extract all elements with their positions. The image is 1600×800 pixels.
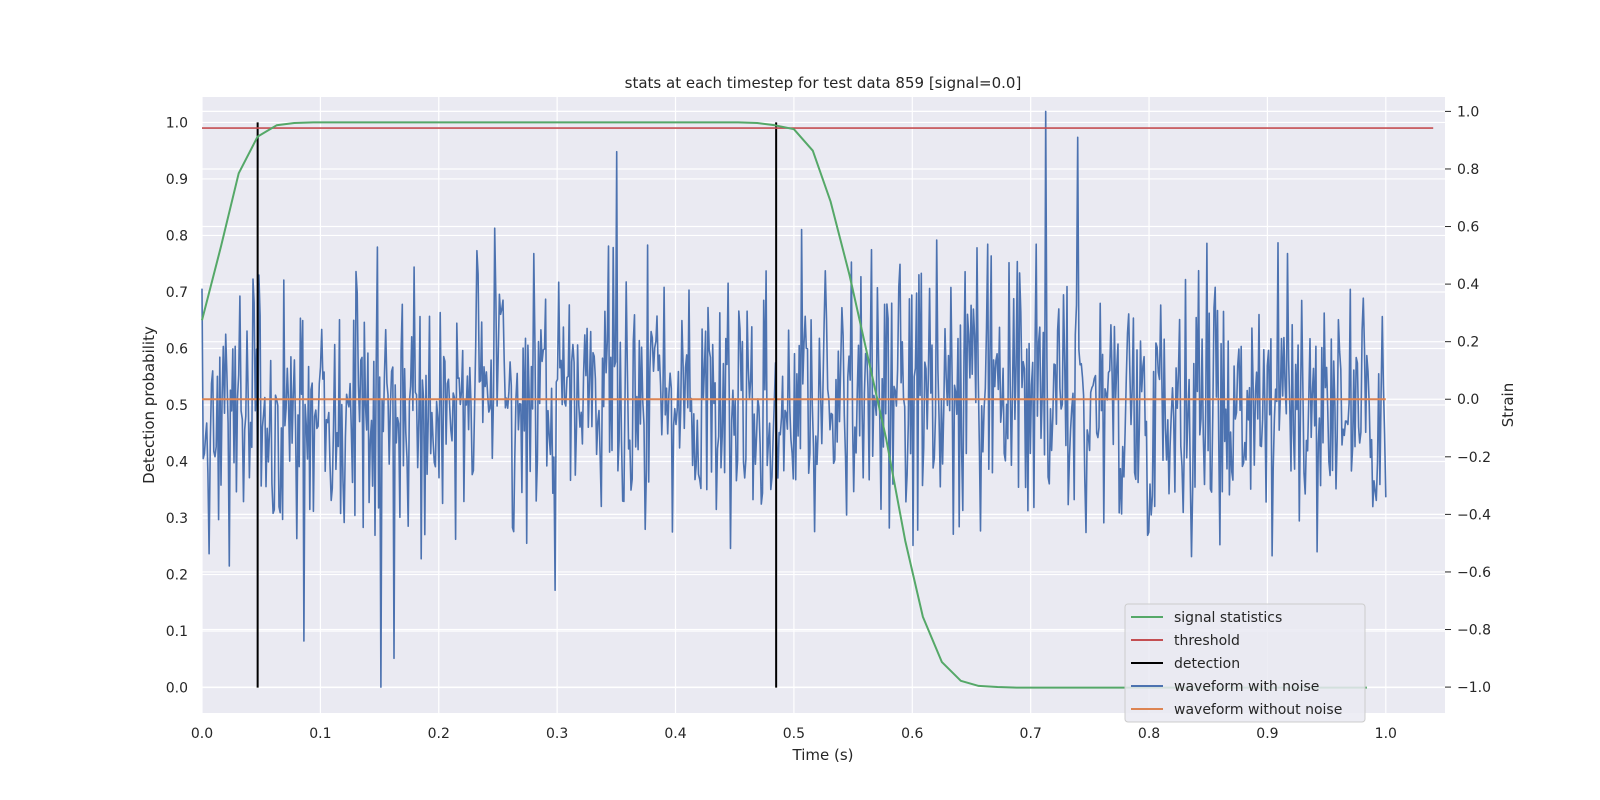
x-axis: 0.0 0.1 0.2 0.3 0.4 0.5 0.6 0.7 0.8 0.9 1.0 bbox=[191, 726, 1397, 742]
legend: signal statistics threshold detection wa… bbox=[1124, 603, 1366, 723]
y-right-tick-label: −1.0 bbox=[1457, 680, 1491, 696]
y-right-tick-label: 1.0 bbox=[1457, 104, 1479, 120]
y-tick-label: 0.9 bbox=[166, 172, 188, 188]
chart-title: stats at each timestep for test data 859… bbox=[625, 74, 1022, 92]
x-tick-label: 0.7 bbox=[1020, 726, 1042, 742]
series-layer bbox=[201, 110, 1434, 689]
y-tick-label: 0.5 bbox=[166, 398, 188, 414]
y-tick-label: 0.0 bbox=[166, 681, 188, 697]
y-right-tick-label: 0.0 bbox=[1457, 392, 1479, 408]
legend-label-threshold: threshold bbox=[1174, 633, 1240, 649]
legend-box bbox=[1124, 603, 1366, 723]
y-right-tick-label: 0.4 bbox=[1457, 277, 1479, 293]
x-tick-label: 0.3 bbox=[546, 726, 568, 742]
y-tick-label: 0.2 bbox=[166, 568, 188, 584]
y-right-tick-label: −0.2 bbox=[1457, 450, 1491, 466]
y-right-tick-label: 0.8 bbox=[1457, 162, 1479, 178]
x-tick-label: 0.9 bbox=[1256, 726, 1278, 742]
y-tick-label: 0.3 bbox=[166, 511, 188, 527]
x-tick-label: 0.6 bbox=[901, 726, 923, 742]
y-axis-left: 0.0 0.1 0.2 0.3 0.4 0.5 0.6 0.7 0.8 0.9 1.0 bbox=[166, 115, 188, 696]
legend-label-detection: detection bbox=[1174, 656, 1240, 672]
y-right-tick-label: 0.6 bbox=[1457, 220, 1479, 236]
x-tick-label: 0.2 bbox=[428, 726, 450, 742]
y-axis-right: −1.0 −0.8 −0.6 −0.4 −0.2 0.0 0.2 0.4 0.6 0.8 1.0 bbox=[1445, 104, 1491, 696]
y-tick-label: 0.8 bbox=[166, 228, 188, 244]
legend-label-signal: signal statistics bbox=[1174, 610, 1282, 626]
series-signal-statistics bbox=[201, 121, 1367, 689]
y-right-tick-label: −0.4 bbox=[1457, 507, 1491, 523]
x-tick-label: 0.5 bbox=[783, 726, 805, 742]
y-tick-label: 0.7 bbox=[166, 285, 188, 301]
y-axis-label: Detection probability bbox=[140, 326, 158, 484]
x-tick-label: 0.0 bbox=[191, 726, 213, 742]
y-tick-label: 0.4 bbox=[166, 455, 188, 471]
y-right-tick-label: −0.8 bbox=[1457, 623, 1491, 639]
legend-label-clean: waveform without noise bbox=[1174, 702, 1342, 718]
y-axis-right-label: Strain bbox=[1499, 383, 1517, 427]
y-tick-label: 0.1 bbox=[166, 624, 188, 640]
y-right-tick-label: −0.6 bbox=[1457, 565, 1491, 581]
y-tick-label: 1.0 bbox=[166, 115, 188, 131]
y-tick-label: 0.6 bbox=[166, 341, 188, 357]
x-tick-label: 0.1 bbox=[309, 726, 331, 742]
x-axis-label: Time (s) bbox=[792, 746, 854, 764]
y-right-tick-label: 0.2 bbox=[1457, 335, 1479, 351]
x-tick-label: 1.0 bbox=[1375, 726, 1397, 742]
x-tick-label: 0.8 bbox=[1138, 726, 1160, 742]
x-tick-label: 0.4 bbox=[664, 726, 686, 742]
legend-label-noisy: waveform with noise bbox=[1174, 679, 1319, 695]
